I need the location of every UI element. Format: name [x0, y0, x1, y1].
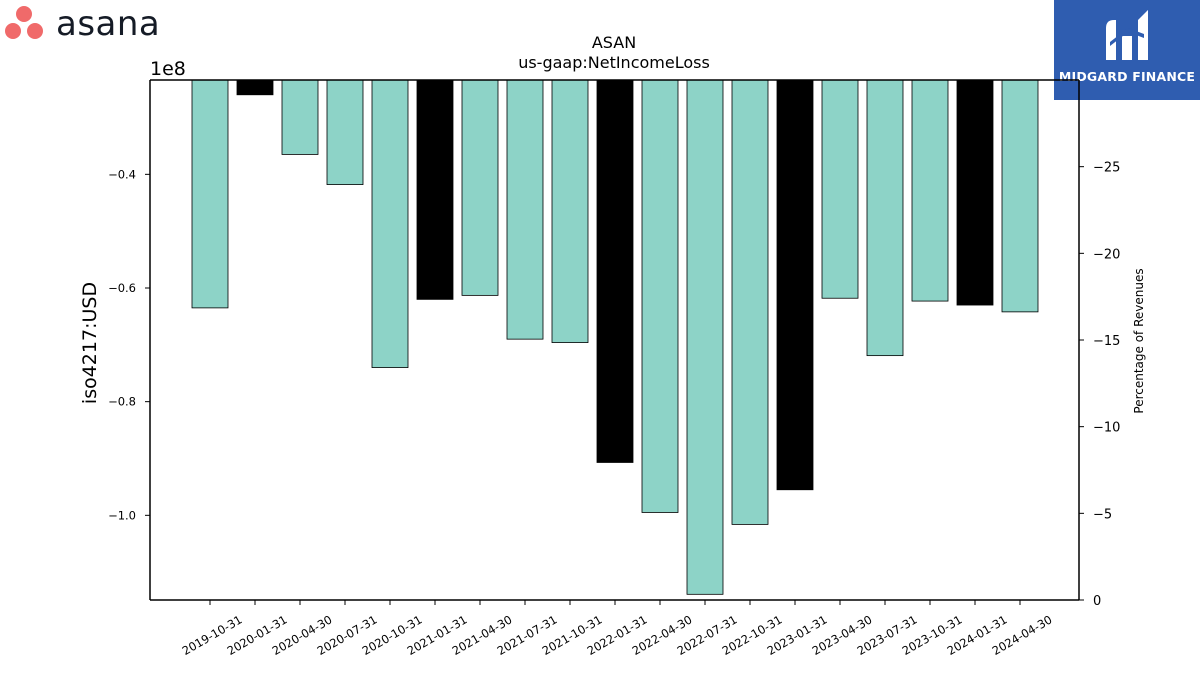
bar-2021-07-31 — [506, 79, 544, 340]
midgard-finance-wordmark: MIDGARD FINANCE — [1058, 69, 1196, 84]
bar-2023-01-31 — [776, 79, 814, 491]
bar-2023-10-31 — [911, 79, 949, 302]
bar-2024-01-31 — [956, 79, 994, 306]
y-tick-label: −0.4 — [108, 167, 136, 181]
asana-wordmark: asana — [56, 4, 161, 44]
y2-tick-label: −15 — [1093, 334, 1120, 349]
chart-title: ASAN — [592, 33, 636, 52]
bar-2020-01-31 — [236, 79, 274, 96]
y2-tick-label: −10 — [1093, 421, 1120, 436]
bar-2022-10-31 — [731, 79, 769, 525]
bar-2021-04-30 — [461, 79, 499, 296]
y2-tick-label: −25 — [1093, 161, 1120, 176]
asana-dots-icon — [5, 6, 43, 39]
midgard-emblem-icon — [1106, 10, 1148, 60]
bar-2024-04-30 — [1001, 79, 1039, 313]
bar-2020-10-31 — [371, 79, 409, 368]
bar-2021-01-31 — [416, 79, 454, 300]
chart-subtitle: us-gaap:NetIncomeLoss — [518, 53, 710, 72]
bar-2021-10-31 — [551, 79, 589, 343]
bar-2023-07-31 — [866, 79, 904, 357]
y-tick-label: −0.8 — [108, 395, 136, 409]
y-tick-label: −0.6 — [108, 281, 136, 295]
y-tick-label: −1.0 — [108, 508, 136, 522]
bar-2020-04-30 — [281, 79, 319, 155]
bar-2020-07-31 — [326, 79, 364, 185]
bar-2019-10-31 — [191, 79, 229, 309]
y2-tick-label: 0 — [1093, 594, 1101, 609]
y-offset-label: 1e8 — [150, 58, 186, 80]
y2-tick-label: −5 — [1093, 507, 1112, 522]
y2-axis-label: Percentage of Revenues — [1132, 268, 1146, 413]
bar-2022-01-31 — [596, 79, 634, 463]
y-axis-label: iso4217:USD — [79, 282, 101, 404]
asana-logo: asana — [4, 4, 160, 44]
bar-2022-04-30 — [641, 79, 679, 513]
bar-2023-04-30 — [821, 79, 859, 299]
bars-group — [191, 79, 1039, 595]
bar-2022-07-31 — [686, 79, 724, 595]
y2-tick-label: −20 — [1093, 247, 1120, 262]
